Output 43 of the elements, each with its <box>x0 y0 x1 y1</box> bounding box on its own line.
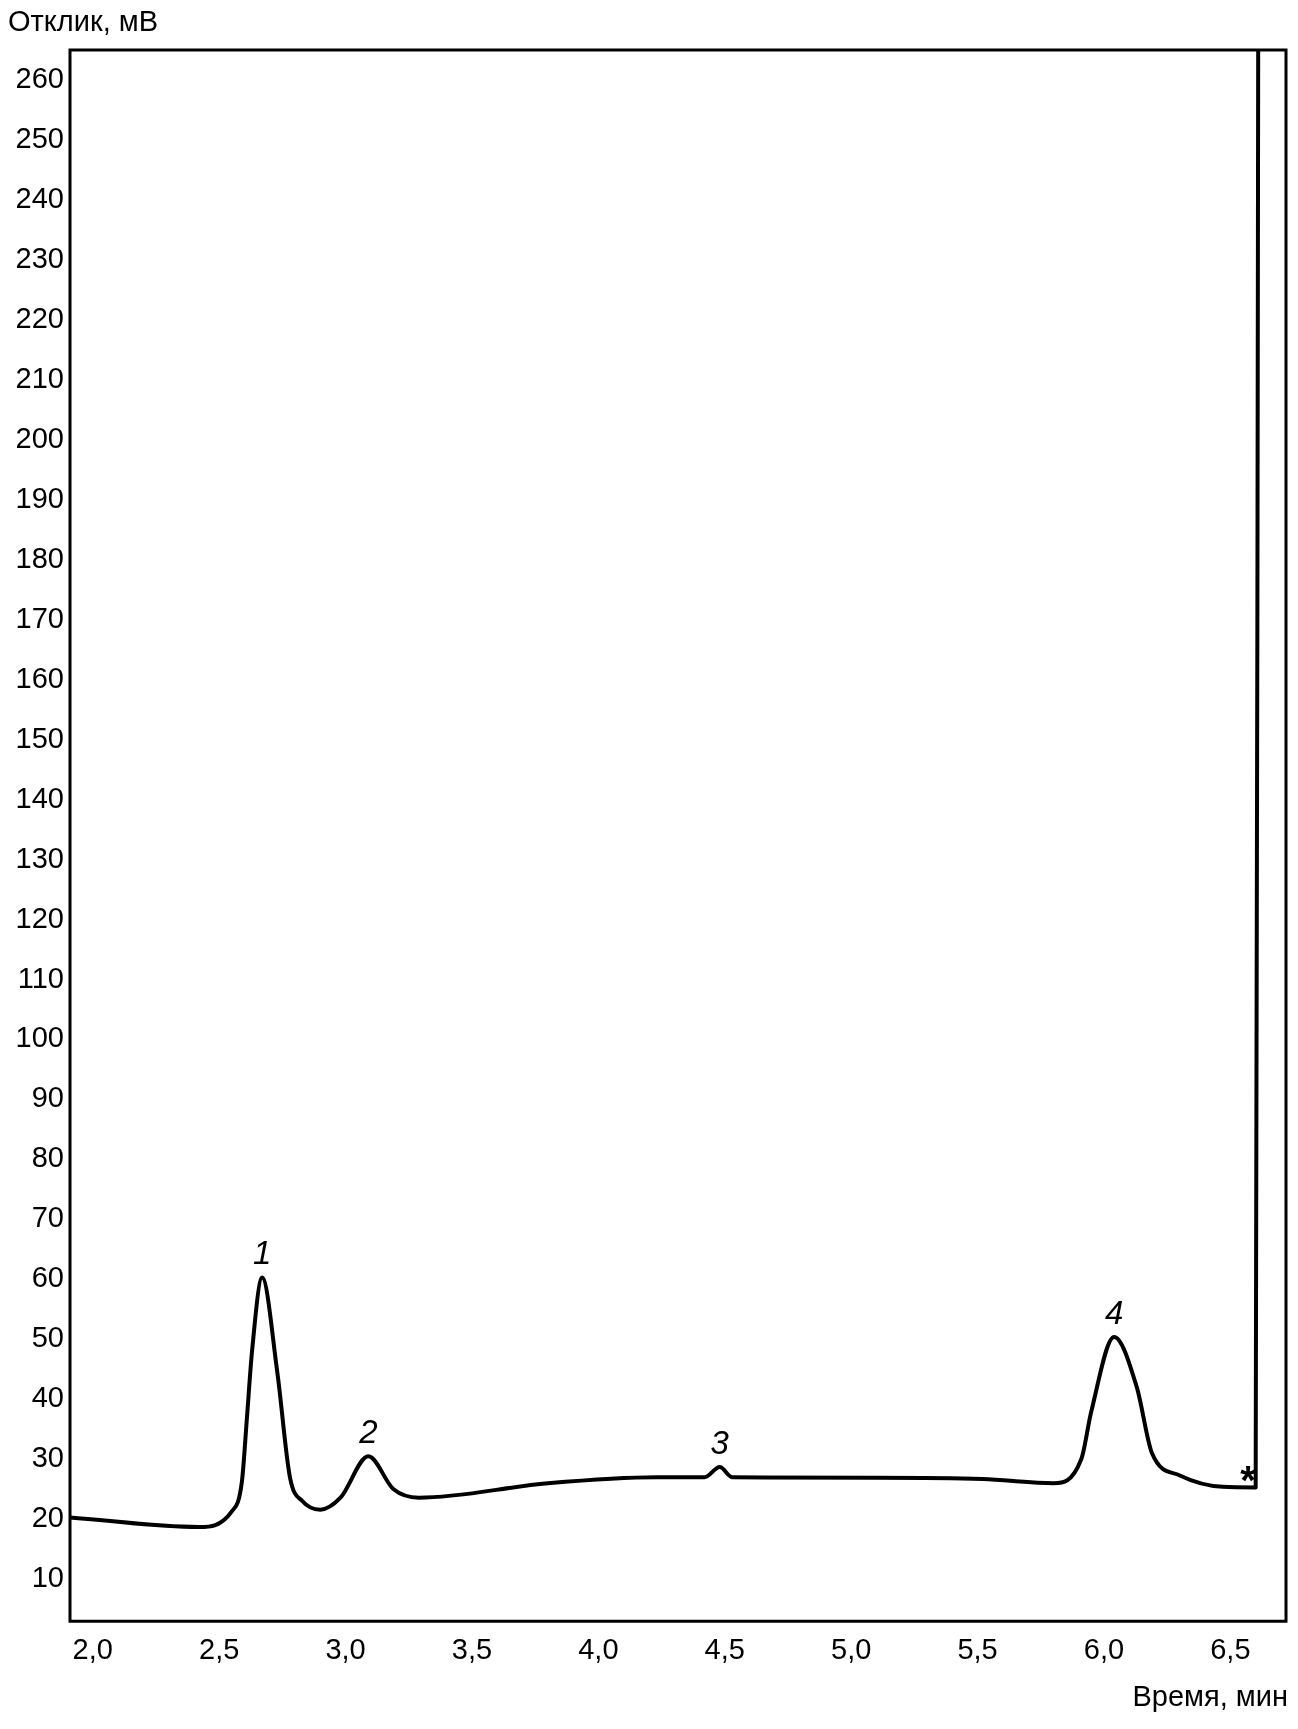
x-tick-label: 4,0 <box>578 1632 619 1665</box>
y-tick-label: 230 <box>15 241 64 274</box>
annotation: 4 <box>1104 1293 1124 1331</box>
y-tick-label: 190 <box>15 481 64 514</box>
x-tick-label: 2,0 <box>72 1632 113 1665</box>
y-tick-label: 60 <box>31 1261 64 1294</box>
annotation: 3 <box>710 1423 730 1461</box>
y-tick-label: 90 <box>31 1081 64 1114</box>
y-axis-title: Отклик, мВ <box>8 4 159 37</box>
x-tick-label: 6,5 <box>1210 1632 1251 1665</box>
x-tick-label: 5,0 <box>831 1632 872 1665</box>
y-tick-label: 30 <box>31 1441 64 1474</box>
y-tick-label: 200 <box>15 421 64 454</box>
annotation: 1 <box>252 1234 272 1272</box>
y-tick-label: 250 <box>15 121 64 154</box>
y-tick-label: 140 <box>15 781 64 814</box>
y-tick-label: 220 <box>15 301 64 334</box>
x-tick-label: 6,0 <box>1083 1632 1125 1665</box>
x-tick-label: 3,5 <box>451 1632 493 1665</box>
y-tick-label: 150 <box>15 721 64 754</box>
x-tick-label: 4,5 <box>704 1632 745 1665</box>
y-tick-label: 110 <box>17 961 64 994</box>
x-tick-label: 2,5 <box>198 1632 240 1665</box>
annotation: * <box>1240 1458 1257 1503</box>
y-tick-label: 10 <box>31 1561 64 1594</box>
y-tick-label: 170 <box>15 601 64 634</box>
y-tick-label: 120 <box>15 901 64 934</box>
y-tick-label: 180 <box>15 541 64 574</box>
x-tick-label: 5,5 <box>957 1632 998 1665</box>
y-tick-label: 240 <box>15 181 64 214</box>
y-tick-label: 100 <box>15 1021 64 1054</box>
y-tick-label: 20 <box>31 1501 64 1534</box>
y-tick-label: 80 <box>31 1141 64 1174</box>
y-tick-label: 160 <box>15 661 64 694</box>
y-tick-label: 40 <box>31 1381 64 1414</box>
annotation: 2 <box>358 1412 378 1450</box>
x-axis-title: Время, мин <box>1132 1679 1288 1712</box>
x-tick-label: 3,0 <box>325 1632 366 1665</box>
y-tick-label: 260 <box>15 61 64 94</box>
y-tick-label: 130 <box>15 841 64 874</box>
y-tick-label: 70 <box>31 1201 64 1234</box>
y-tick-label: 50 <box>31 1321 64 1354</box>
y-tick-label: 210 <box>15 361 64 394</box>
